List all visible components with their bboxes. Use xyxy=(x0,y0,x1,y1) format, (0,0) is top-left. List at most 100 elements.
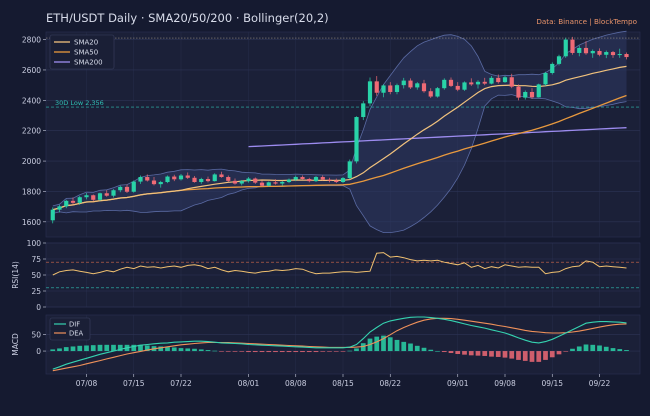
candle-body xyxy=(280,182,285,184)
sma200-line xyxy=(248,127,627,148)
macd-histogram-bar xyxy=(104,344,110,352)
macd-histogram-bar xyxy=(84,345,89,352)
candle-body xyxy=(77,197,82,203)
candle-body xyxy=(64,200,69,207)
macd-histogram-bar xyxy=(354,348,359,352)
macd-histogram-bar xyxy=(482,351,488,356)
candle-body xyxy=(624,54,629,58)
macd-histogram-bar xyxy=(455,351,461,355)
macd-histogram-bar xyxy=(381,335,386,352)
candle-body xyxy=(232,180,238,184)
macd-histogram-bar xyxy=(138,344,143,352)
macd-histogram-bar xyxy=(333,351,339,352)
candle-body xyxy=(340,178,346,183)
macd-axis-tick-label: 0 xyxy=(36,347,41,356)
date-tick-label: 09/15 xyxy=(541,379,563,388)
candle-body xyxy=(469,82,474,85)
macd-histogram-bar xyxy=(516,351,521,360)
macd-histogram-bar xyxy=(320,351,326,352)
macd-histogram-bar xyxy=(77,345,83,352)
candle-body xyxy=(529,91,535,98)
macd-histogram-bar xyxy=(475,351,481,356)
macd-histogram-bar xyxy=(549,351,555,358)
bollinger-upper-band xyxy=(52,30,627,207)
candle-body xyxy=(583,47,589,54)
candle-body xyxy=(496,77,501,83)
price-legend: SMA20 SMA50 SMA200 xyxy=(49,34,115,70)
candle-body xyxy=(347,161,352,179)
rsi-line xyxy=(52,252,627,276)
price-axis-tick-label: 1600 xyxy=(22,218,41,227)
candle-body xyxy=(421,83,427,92)
macd-histogram-bar xyxy=(293,351,299,353)
candle-body xyxy=(435,88,440,97)
macd-histogram-bar xyxy=(63,347,69,352)
candle-body xyxy=(300,177,305,179)
candle-body xyxy=(482,81,487,84)
candle-body xyxy=(415,83,420,88)
candle-body xyxy=(334,180,339,183)
macd-histogram-bar xyxy=(219,351,224,352)
candle-body xyxy=(550,63,555,73)
macd-histogram-bar xyxy=(556,351,562,355)
macd-histogram-bar xyxy=(387,337,393,352)
candle-body xyxy=(145,177,150,181)
macd-histogram-bar xyxy=(266,351,272,353)
macd-histogram-bar xyxy=(212,350,218,352)
date-tick-label: 07/22 xyxy=(170,379,192,388)
candle-body xyxy=(604,52,609,55)
date-tick-label: 09/01 xyxy=(447,379,469,388)
macd-histogram-bar xyxy=(198,349,204,352)
candle-body xyxy=(401,80,406,86)
macd-histogram-bar xyxy=(232,351,238,352)
macd-histogram-bar xyxy=(246,351,251,353)
candle-body xyxy=(361,103,366,118)
candle-body xyxy=(151,180,157,185)
date-tick-label: 08/08 xyxy=(285,379,307,388)
macd-histogram-bar xyxy=(279,351,285,353)
macd-histogram-bar xyxy=(347,350,353,352)
macd-histogram-bar xyxy=(489,351,494,357)
macd-histogram-bar xyxy=(327,351,332,352)
macd-histogram-bar xyxy=(597,345,602,352)
candle-body xyxy=(97,193,103,200)
candle-body xyxy=(509,77,514,87)
candle-body xyxy=(381,85,386,93)
macd-histogram-bar xyxy=(360,343,366,352)
macd-histogram-bar xyxy=(428,349,434,352)
macd-histogram-bar xyxy=(50,349,56,352)
candle-body xyxy=(543,73,548,85)
candle-body xyxy=(84,195,89,198)
candle-body xyxy=(610,52,616,56)
macd-histogram-bar xyxy=(435,351,440,352)
candle-body xyxy=(219,174,224,178)
macd-histogram-bar xyxy=(414,345,420,352)
candle-body xyxy=(118,186,123,191)
macd-histogram-bar xyxy=(273,351,278,353)
rsi-panel: 0 25 50 75 100 RSI(14) xyxy=(11,239,641,312)
date-tick-label: 08/22 xyxy=(379,379,401,388)
candle-body xyxy=(563,39,568,57)
rsi-axis-title: RSI(14) xyxy=(11,261,20,289)
macd-histogram-bar xyxy=(563,351,569,352)
candle-body xyxy=(239,181,244,184)
macd-histogram-bar xyxy=(468,351,474,356)
candle-body xyxy=(442,79,447,89)
candle-body xyxy=(91,195,96,200)
candle-body xyxy=(577,47,582,53)
macd-axis-tick-label: 50 xyxy=(31,331,41,340)
price-axis-tick-label: 1800 xyxy=(22,187,41,196)
candle-body xyxy=(185,175,190,178)
date-tick-label: 07/08 xyxy=(76,379,98,388)
candle-body xyxy=(448,79,454,86)
rsi-axis-tick-label: 100 xyxy=(27,239,42,248)
macd-histogram-bar xyxy=(624,350,629,352)
candle-body xyxy=(320,177,325,180)
macd-histogram-bar xyxy=(590,344,596,352)
price-axis-tick-label: 2400 xyxy=(22,96,41,105)
rsi-axis-tick-label: 50 xyxy=(31,271,41,280)
legend-label: SMA50 xyxy=(74,49,98,57)
